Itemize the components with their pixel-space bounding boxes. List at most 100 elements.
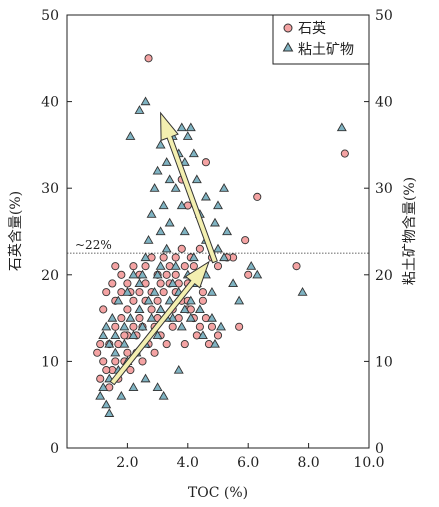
clay-point <box>155 139 166 149</box>
plot-frame <box>66 14 370 449</box>
clay-point <box>134 304 145 314</box>
clay-point <box>119 321 130 331</box>
right-y-tick-label: 50 <box>375 8 393 24</box>
clay-point <box>170 261 181 270</box>
clay-point <box>194 304 205 314</box>
quartz-point <box>135 314 144 323</box>
clay-point <box>125 131 136 140</box>
quartz-point <box>168 322 177 331</box>
quartz-point <box>111 357 120 366</box>
quartz-point <box>292 262 301 271</box>
legend-box <box>272 14 370 65</box>
clay-point <box>228 278 239 288</box>
clay-point <box>164 217 175 227</box>
quartz-point <box>171 270 180 279</box>
clay-point <box>134 278 145 288</box>
x-tick-label: 4.0 <box>177 455 199 471</box>
x-tick-label: 8.0 <box>297 455 319 471</box>
legend-clay-label: 粘土矿物 <box>298 42 354 58</box>
clay-point <box>128 269 139 279</box>
x-axis-title: TOC (%) <box>188 485 248 501</box>
quartz-point <box>159 253 168 262</box>
clay-point <box>110 330 121 340</box>
quartz-point <box>244 270 253 279</box>
clay-point <box>176 122 187 132</box>
quartz-point <box>111 262 120 271</box>
quartz-point <box>241 236 250 245</box>
clay-point <box>234 295 245 305</box>
clay-point <box>219 183 230 192</box>
quartz-point <box>159 288 168 297</box>
clay-point <box>101 399 112 409</box>
clay-point <box>116 390 127 400</box>
clay-point <box>143 295 154 305</box>
quartz-point <box>111 322 120 331</box>
clay-point <box>104 408 115 417</box>
quartz-point <box>162 340 171 349</box>
quartz-point <box>144 54 153 63</box>
clay-point <box>140 96 151 106</box>
right-y-tick-label: 10 <box>375 354 393 370</box>
quartz-point <box>135 288 144 297</box>
clay-point <box>336 122 347 132</box>
quartz-point <box>117 270 126 279</box>
quartz-point <box>123 279 132 288</box>
clay-point <box>185 312 196 322</box>
clay-point <box>173 364 184 374</box>
quartz-point <box>177 244 186 253</box>
quartz-point <box>129 296 138 305</box>
quartz-point <box>195 322 204 331</box>
quartz-point <box>126 366 135 375</box>
clay-point <box>98 330 109 340</box>
quartz-point <box>189 262 198 271</box>
clay-point <box>161 243 172 253</box>
quartz-point <box>180 262 189 271</box>
clay-point <box>98 382 109 391</box>
clay-point <box>164 174 175 184</box>
clay-point <box>176 200 187 210</box>
clay-point <box>101 321 112 331</box>
clay-point <box>110 347 121 357</box>
clay-point <box>252 269 263 279</box>
reference-line-label: ~22% <box>75 238 112 252</box>
clay-point <box>170 183 181 192</box>
clay-point <box>143 235 154 244</box>
trend-arrows <box>109 111 218 386</box>
clay-point <box>128 382 139 391</box>
clay-point <box>179 226 190 236</box>
clay-point <box>197 330 208 340</box>
trend-arrow <box>109 260 210 386</box>
clay-point <box>152 330 163 340</box>
left-y-tick-label: 10 <box>41 354 59 370</box>
clay-point <box>188 148 199 158</box>
quartz-point <box>99 357 108 366</box>
quartz-point <box>129 262 138 271</box>
clay-point <box>179 157 190 166</box>
clay-point <box>122 287 133 296</box>
quartz-point <box>180 340 189 349</box>
x-tick-label: 2.0 <box>116 455 138 471</box>
clay-point <box>146 312 157 322</box>
left-y-tick-label: 40 <box>41 95 59 111</box>
clay-point <box>140 373 151 383</box>
quartz-point <box>102 366 111 375</box>
clay-point <box>206 287 217 296</box>
clay-point <box>191 174 202 184</box>
right-y-tick-label: 20 <box>375 268 393 284</box>
quartz-point <box>96 374 105 383</box>
clay-point <box>113 295 124 305</box>
clay-point <box>149 287 160 296</box>
clay-point <box>213 243 223 253</box>
trend-arrow <box>160 111 218 264</box>
quartz-point <box>147 305 156 314</box>
clay-point <box>128 330 139 340</box>
clay-point <box>219 252 230 262</box>
clay-point <box>246 261 257 270</box>
right-y-tick-label: 30 <box>375 181 393 197</box>
left-y-tick-label: 20 <box>41 268 59 284</box>
legend-quartz-label: 石英 <box>298 20 326 37</box>
quartz-point <box>129 322 138 331</box>
